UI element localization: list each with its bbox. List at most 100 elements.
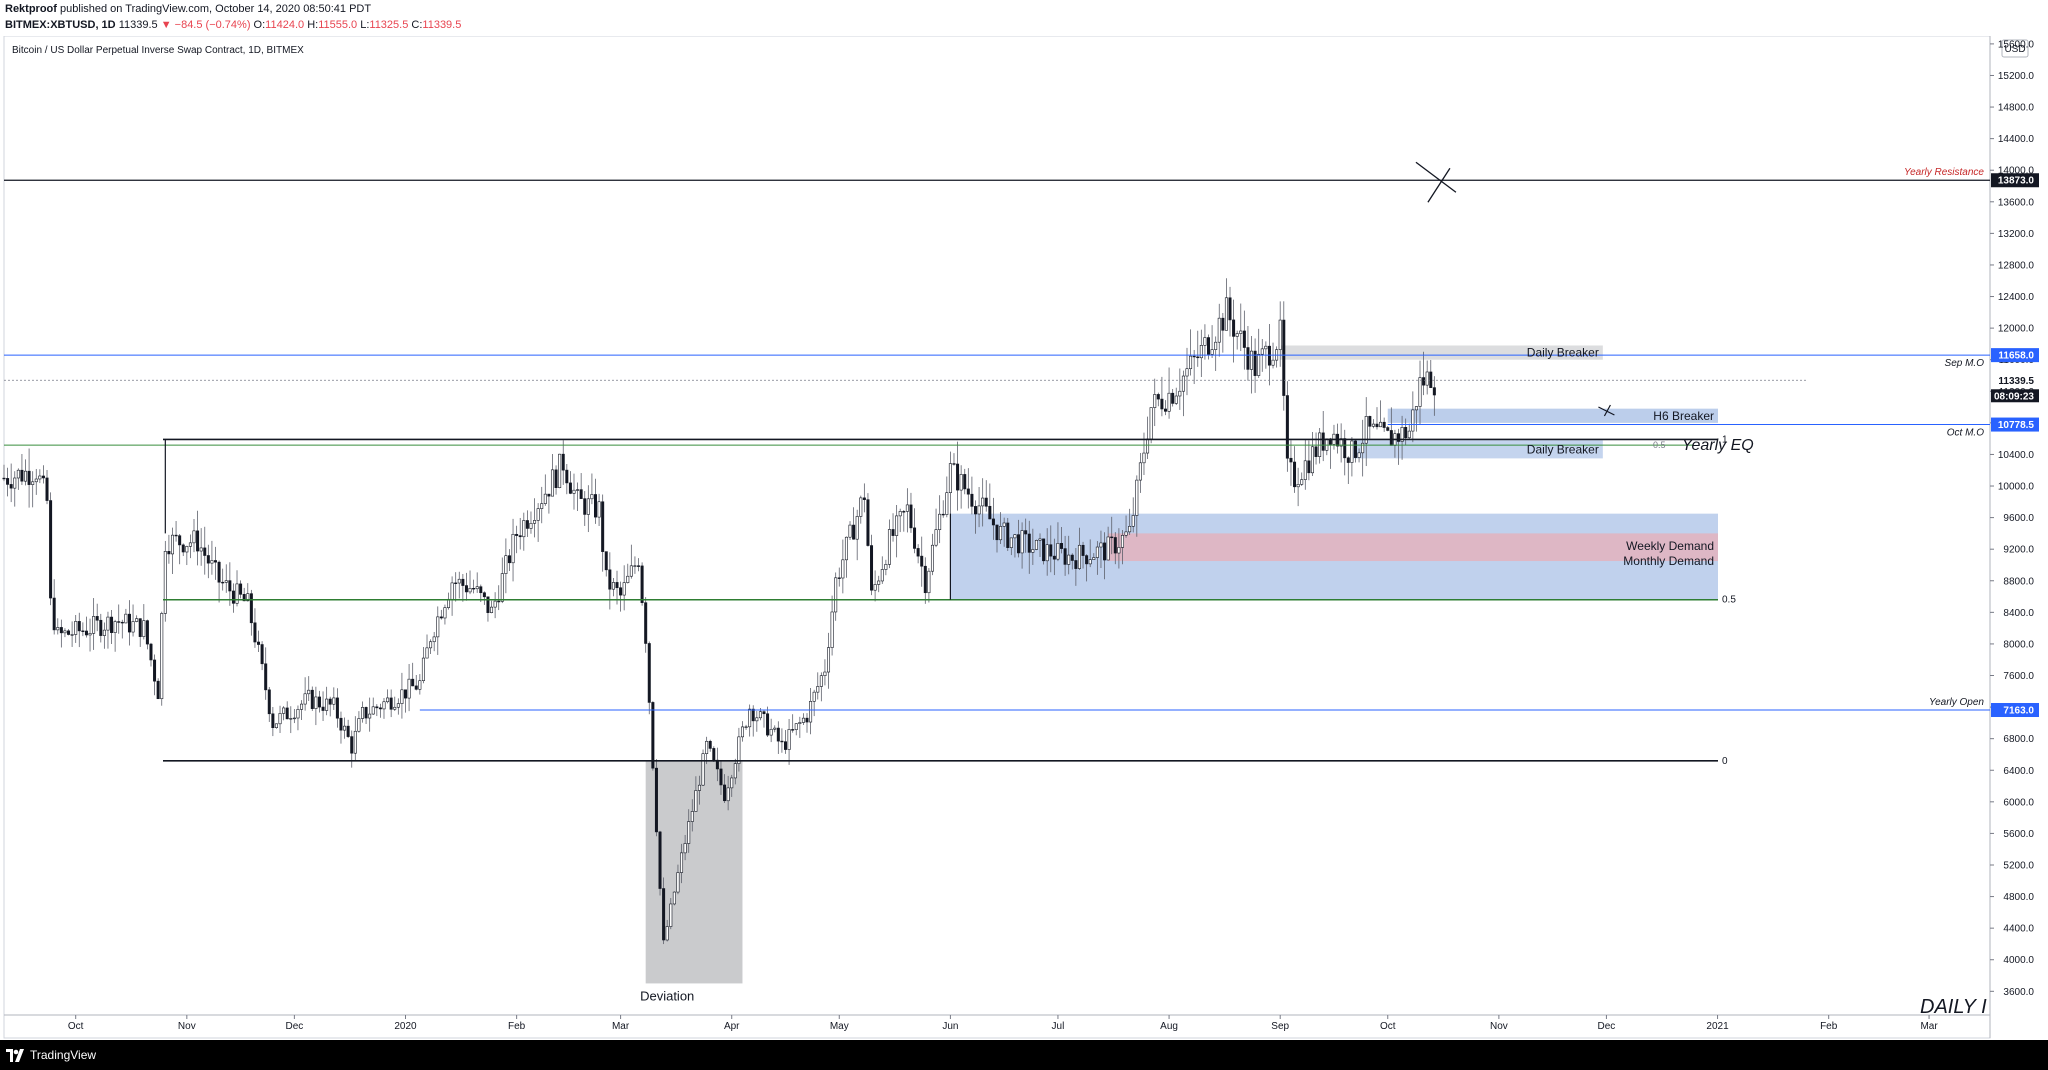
price-tick-3600.0: 3600.0 [2003, 987, 2034, 998]
candle-body-2020-09-18 [1339, 438, 1343, 447]
candle-body-2020-08-23 [1246, 347, 1250, 370]
price-tick-4400.0: 4400.0 [2003, 924, 2034, 935]
yearly-open-badge-bg [1991, 703, 2039, 718]
open-label: O: [253, 19, 266, 31]
candle-body-2019-12-21 [364, 707, 368, 719]
high-label: H: [307, 19, 319, 31]
candle-body-2020-07-27 [1149, 407, 1153, 440]
candle-body-2019-12-27 [386, 697, 390, 703]
price-tick-9200.0: 9200.0 [2003, 545, 2034, 556]
countdown-badge: 08:09:23 [1994, 391, 2034, 402]
candle-body-2019-09-26 [56, 627, 60, 631]
candle-body-2020-06-08 [973, 506, 977, 515]
tradingview-logo[interactable]: TradingView [5, 1046, 96, 1064]
candle-body-2020-03-23 [697, 784, 701, 791]
candle-body-2020-09-19 [1343, 438, 1347, 459]
candle-body-2019-09-21 [38, 475, 42, 480]
candle-body-2020-03-06 [637, 565, 641, 567]
symbol-label[interactable]: BITMEX:XBTUSD, 1D [5, 19, 116, 31]
time-tick-2020-02-01: Feb [508, 1021, 526, 1032]
candle-body-2020-01-28 [500, 573, 504, 602]
candle-body-2020-06-24 [1031, 549, 1035, 553]
time-tick-2020-09-01: Sep [1271, 1021, 1289, 1032]
candle-body-2019-12-15 [343, 725, 347, 731]
range-low-label: 0 [1722, 756, 1728, 767]
time-tick-2020-05-01: May [830, 1021, 849, 1032]
candle-body-2020-02-18 [576, 489, 580, 491]
candle-body-2020-08-18 [1228, 297, 1232, 321]
candle-body-2020-04-17 [787, 729, 791, 750]
candle-body-2020-10-08 [1411, 409, 1415, 432]
candle-body-2020-07-15 [1106, 536, 1110, 561]
candle-body-2020-04-15 [780, 740, 784, 743]
yearly-eq-label: Yearly EQ [1682, 437, 1754, 454]
deviation-zone [645, 760, 743, 984]
candle-body-2020-07-03 [1063, 548, 1067, 565]
candle-body-2019-11-12 [224, 580, 228, 583]
price-tick-6400.0: 6400.0 [2003, 766, 2034, 777]
candle-body-2019-09-24 [49, 500, 53, 599]
candle-body-2020-04-27 [823, 671, 827, 676]
candle-body-2019-10-13 [117, 621, 121, 623]
price-tick-12000.0: 12000.0 [1998, 324, 2035, 335]
candle-body-2020-06-23 [1027, 533, 1031, 553]
candle-body-2020-07-24 [1138, 462, 1142, 481]
oct-mo-badge-bg [1991, 417, 2039, 432]
candle-body-2020-04-14 [776, 727, 780, 742]
candle-body-2019-12-25 [378, 707, 382, 710]
candle-body-2020-07-28 [1153, 394, 1157, 408]
candle-body-2020-04-29 [830, 611, 834, 648]
candle-body-2020-07-19 [1120, 535, 1124, 548]
candle-body-2020-09-29 [1379, 421, 1383, 428]
price-chart[interactable]: Bitcoin / US Dollar Perpetual Inverse Sw… [0, 36, 2048, 1040]
candle-body-2020-03-26 [708, 740, 712, 749]
candle-body-2020-04-20 [798, 722, 802, 724]
candle-body-2020-09-21 [1350, 440, 1354, 463]
candle-body-2020-09-10 [1310, 446, 1314, 474]
yearly-resistance-badge-bg [1991, 173, 2039, 188]
candle-body-2019-11-01 [185, 546, 189, 553]
candle-body-2020-02-23 [593, 494, 597, 518]
footer-brand: TradingView [30, 1048, 97, 1062]
candle-body-2020-01-26 [493, 600, 497, 608]
currency-button[interactable] [2001, 39, 2029, 58]
candle-body-2020-05-17 [895, 515, 899, 536]
candle-body-2019-09-20 [34, 478, 38, 483]
h6-breaker-label: H6 Breaker [1653, 409, 1714, 423]
time-axis[interactable]: Oct Nov Dec 2020 Feb Mar Apr May Jun Jul Aug Sep Oct… [68, 1015, 1938, 1032]
candle-body-2020-09-20 [1346, 457, 1350, 463]
time-tick-2020-12-01: Dec [1598, 1021, 1616, 1032]
candle-body-2020-08-08 [1192, 355, 1196, 358]
candle-body-2020-07-13 [1099, 542, 1103, 548]
candle-body-2020-06-17 [1006, 522, 1010, 548]
candle-body-2020-03-09 [647, 643, 651, 703]
candle-body-2020-01-24 [486, 596, 490, 613]
candle-body-2020-03-30 [723, 784, 727, 802]
publish-info: Rektproof published on TradingView.com, … [5, 3, 371, 15]
candle-body-2020-07-26 [1146, 438, 1150, 454]
candles-layer [2, 278, 1436, 945]
candle-body-2020-04-11 [766, 713, 770, 736]
chart-area[interactable]: Bitcoin / US Dollar Perpetual Inverse Sw… [0, 36, 2048, 1040]
candle-body-2020-06-16 [1002, 522, 1006, 527]
candle-body-2020-05-04 [848, 524, 852, 538]
candle-body-2020-02-25 [601, 501, 605, 552]
candle-body-2019-11-30 [289, 718, 293, 720]
candle-body-2020-02-10 [547, 493, 551, 497]
price-tick-9600.0: 9600.0 [2003, 513, 2034, 524]
candle-body-2020-07-01 [1056, 543, 1060, 560]
candle-body-2019-10-16 [127, 613, 131, 633]
candle-body-2020-10-02 [1389, 430, 1393, 446]
candle-body-2020-04-30 [834, 577, 838, 613]
currency-label[interactable]: USD [2004, 44, 2025, 55]
candle-body-2019-10-17 [131, 621, 135, 633]
candle-body-2020-06-15 [999, 526, 1003, 541]
candle-body-2020-03-13 [662, 888, 666, 941]
candle-body-2020-01-04 [414, 685, 418, 690]
price-axis[interactable]: 3600.0 4000.0 4400.0 4800.0 5200.0 5600.0 6000… [1990, 39, 2039, 998]
candle-body-2020-04-26 [819, 675, 823, 687]
candle-body-2020-04-03 [737, 736, 741, 764]
author-name[interactable]: Rektproof [5, 3, 57, 15]
candle-body-2020-05-12 [877, 580, 881, 585]
candle-body-2019-10-28 [170, 534, 174, 555]
